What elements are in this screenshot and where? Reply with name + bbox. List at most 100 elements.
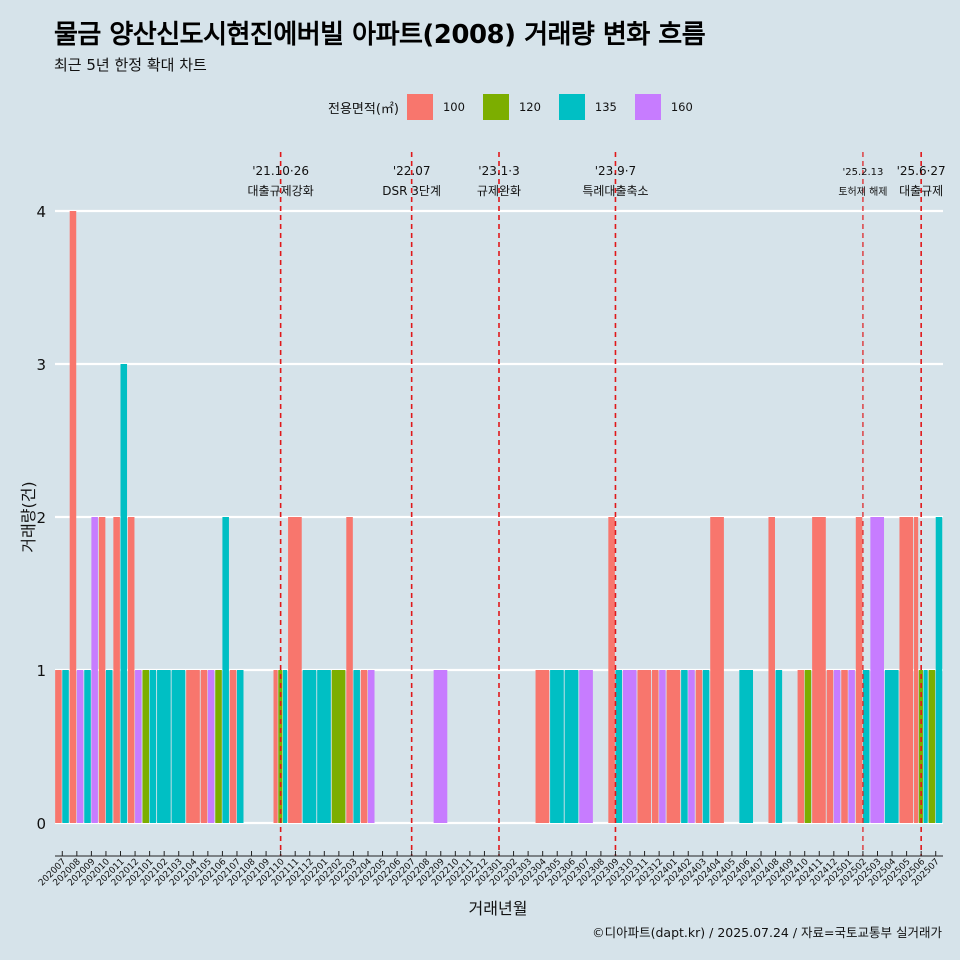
legend-label-100: 100 [442,100,465,114]
event-label-202309: 특례대출축소 [582,184,648,198]
bar-202403-100 [695,670,703,823]
bar-202203-135 [353,670,360,823]
bar-202112-135 [302,670,317,823]
bar-202204-100 [360,670,368,823]
bar-202307-160 [579,670,593,823]
bar-202202-120 [331,670,346,823]
bar-202502-135 [862,670,870,823]
bar-202310-160 [622,670,637,823]
bar-202107-135 [236,670,244,823]
legend-title: 전용면적(㎡) [328,101,399,117]
legend-label-135: 135 [594,100,617,114]
bar-202502-100 [855,517,863,823]
bar-202104-100 [186,670,200,823]
event-date-202110: '21.10·26 [252,164,309,178]
bar-202107-100 [229,670,237,823]
legend-label-160: 160 [670,100,693,114]
bar-202110-100 [273,670,278,823]
y-tick-label-2: 2 [36,509,46,527]
bar-202408-100 [768,517,775,823]
bar-202010-100 [98,517,106,823]
event-date-202309: '23.9·7 [595,164,636,178]
caption: ©디아파트(dapt.kr) / 2025.07.24 / 자료=국토교통부 실… [592,925,942,940]
bar-202008-100 [69,211,77,823]
bar-202204-160 [367,670,375,823]
bar-202410-120 [804,670,812,823]
legend-item-160: 160 [634,94,705,120]
bar-202102-135 [157,670,171,823]
y-tick-label-1: 1 [36,662,46,680]
bar-202101-135 [149,670,157,823]
bar-202402-160 [688,670,695,823]
bar-202403-135 [702,670,710,823]
bar-202411-100 [812,517,826,823]
page-title: 물금 양산신도시현진에버빌 아파트(2008) 거래량 변화 흐름 [54,20,706,50]
bar-202201-135 [317,670,331,823]
bar-202507-135 [935,517,943,823]
y-tick-label-0: 0 [36,815,46,833]
bar-202105-160 [207,670,215,823]
bar-202010-135 [105,670,113,823]
y-axis-title: 거래량(건) [19,481,38,552]
bar-202304-100 [535,670,550,823]
x-axis-title: 거래년월 [469,899,528,918]
event-label-202110: 대출규제강화 [248,184,314,198]
bar-202009-160 [91,517,98,823]
event-date-202207: '22.07 [393,164,431,178]
bar-202203-100 [346,517,353,823]
bar-202007-135 [62,670,69,823]
bar-202306-135 [564,670,579,823]
bar-202507-120 [928,670,936,823]
event-date-202506: '25.6·27 [897,164,946,178]
event-label-202506: 대출규제 [899,184,943,198]
bar-202312-100 [651,670,659,823]
bar-202106-135 [222,517,229,823]
bar-202305-135 [550,670,564,823]
bar-202111-100 [288,517,302,823]
event-label-202301: 규제완화 [477,184,521,198]
bar-202501-100 [841,670,848,823]
bar-202101-120 [142,670,150,823]
legend-swatch-135 [558,94,585,120]
bar-202103-135 [171,670,186,823]
bar-layer [55,211,943,823]
bar-202106-120 [215,670,222,823]
y-tick-label-4: 4 [36,203,46,221]
bar-202505-100 [899,517,914,823]
bar-202309-135 [615,670,622,823]
bar-202501-160 [848,670,855,823]
bar-202309-100 [608,517,615,823]
bar-202209-160 [433,670,448,823]
bar-202311-100 [637,670,652,823]
legend: 전용면적(㎡) 100 120 135 160 [328,92,711,122]
bar-202008-160 [76,670,84,823]
bar-202105-100 [200,670,208,823]
bar-202412-160 [833,670,841,823]
event-label-202502: 토허제 해제 [838,185,887,198]
bar-202401-100 [666,670,681,823]
annotation-layer: '21.10·26 대출규제강화 '22.07 DSR 3단계 '23.1·3 규제완화 '… [248,152,946,856]
y-tick-label-3: 3 [36,356,46,374]
bar-202009-135 [84,670,91,823]
bar-202504-135 [884,670,899,823]
bar-202408-135 [775,670,783,823]
bar-202007-100 [55,670,62,823]
bar-202406-135 [739,670,754,823]
event-date-202301: '23.1·3 [478,164,519,178]
bar-202110-135 [283,670,288,823]
bar-202012-160 [135,670,142,823]
legend-swatch-100 [406,94,433,120]
bar-202412-100 [826,670,834,823]
bar-202011-100 [113,517,120,823]
legend-swatch-160 [634,94,661,120]
page-subtitle: 최근 5년 한정 확대 차트 [54,56,207,74]
legend-item-120: 120 [482,94,553,120]
bar-202503-160 [870,517,885,823]
bar-202312-160 [659,670,666,823]
event-label-202207: DSR 3단계 [382,184,441,198]
bar-202506-135 [923,670,928,823]
bar-202506-100 [914,517,919,823]
bar-202402-135 [681,670,688,823]
bar-202012-100 [127,517,135,823]
